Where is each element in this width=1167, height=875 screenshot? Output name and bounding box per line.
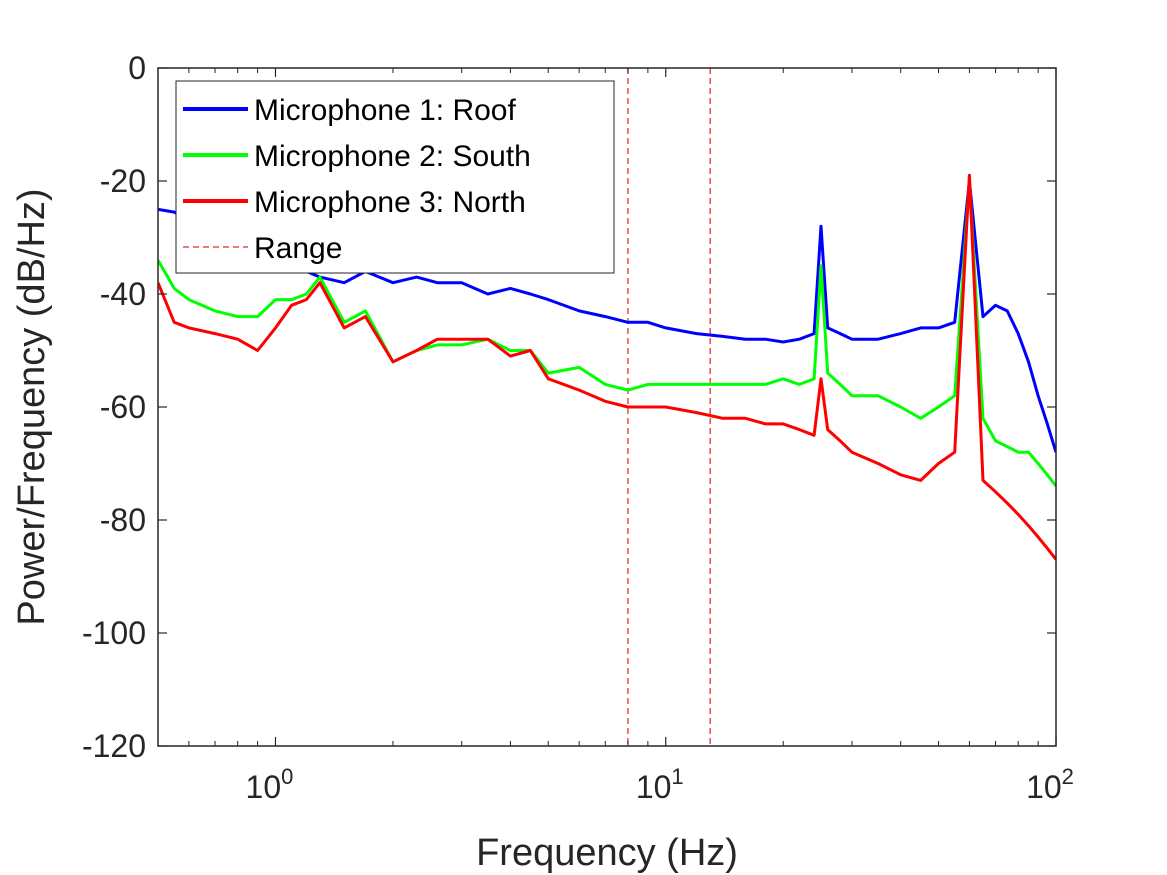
x-axis-title: Frequency (Hz) bbox=[476, 832, 738, 874]
legend-label-mic2: Microphone 2: South bbox=[254, 140, 531, 173]
y-tick-label: -100 bbox=[82, 615, 146, 651]
legend-label-range: Range bbox=[254, 232, 342, 265]
x-tick-label: 102 bbox=[1026, 764, 1074, 805]
x-tick-label: 101 bbox=[636, 764, 684, 805]
y-tick-label: 0 bbox=[128, 50, 146, 86]
y-tick-label: -80 bbox=[100, 502, 146, 538]
legend-box bbox=[175, 80, 615, 274]
y-tick-label: -40 bbox=[100, 276, 146, 312]
legend-label-mic3: Microphone 3: North bbox=[254, 186, 526, 219]
x-tick-label: 100 bbox=[246, 764, 294, 805]
legend-label-mic1: Microphone 1: Roof bbox=[254, 94, 516, 127]
range-lines bbox=[627, 68, 711, 746]
axis-ticks: 0 -20 -40 -60 -80 -100 -120 100 101 102 bbox=[82, 50, 1074, 805]
series-line-mic3 bbox=[158, 173, 1056, 561]
y-tick-label: -20 bbox=[100, 163, 146, 199]
y-tick-label: -120 bbox=[82, 728, 146, 764]
legend: Microphone 1: Roof Microphone 2: South M… bbox=[175, 80, 615, 274]
y-tick-label: -60 bbox=[100, 389, 146, 425]
y-axis-title: Power/Frequency (dB/Hz) bbox=[11, 188, 53, 625]
